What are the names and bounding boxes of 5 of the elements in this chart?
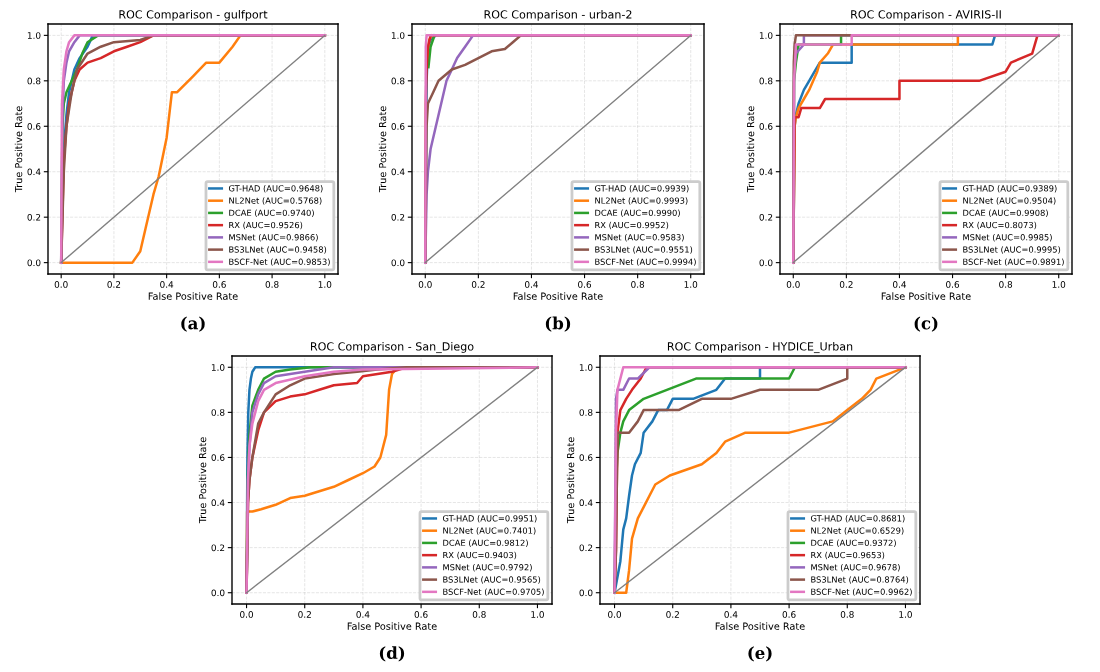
text: (a) <box>181 316 205 332</box>
text: (e) <box>748 646 772 662</box>
text: (b) <box>545 316 571 332</box>
text: (d) <box>379 646 405 662</box>
text: (c) <box>914 316 938 332</box>
